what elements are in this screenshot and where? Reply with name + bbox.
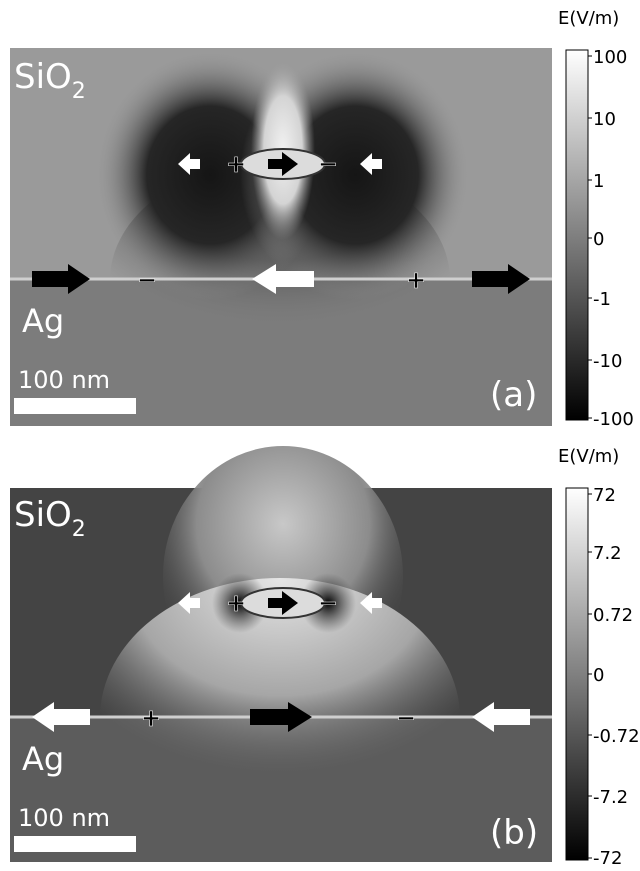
colorbar-tick-label: -10 [593, 351, 622, 372]
charge-minus: − [137, 266, 157, 294]
field-map-b: + − + − SiO2 Ag 100 nm (b) E(V/m) 72 7.2… [10, 446, 640, 869]
colorbar-tick-label: 0.72 [593, 605, 633, 626]
arrow-right-icon [32, 264, 90, 294]
colorbar-tick-label: 10 [593, 109, 616, 130]
colorbar-ticks [588, 493, 592, 859]
colorbar-tick-label: 1 [593, 171, 604, 192]
arrow-left-icon [360, 153, 382, 175]
scale-bar [14, 398, 136, 414]
medium-label-bottom: Ag [22, 740, 64, 778]
colorbar-tick-label: 0 [593, 229, 604, 250]
panel-a: + − − + SiO2 Ag 100 nm (a) E(V/m) 100 10… [0, 0, 640, 435]
colorbar-tick-label: 72 [593, 485, 616, 506]
panel-b: + − + − SiO2 Ag 100 nm (b) E(V/m) 72 7.2… [0, 436, 640, 871]
medium-label-bottom: Ag [22, 302, 64, 340]
arrow-right-icon [268, 152, 298, 176]
scale-bar-label: 100 nm [18, 366, 110, 394]
colorbar-tick-label: -7.2 [593, 787, 628, 808]
medium-label-top: SiO2 [14, 495, 86, 542]
colorbar-tick-label: -72 [593, 848, 622, 869]
colorbar-tick-label: -0.72 [593, 726, 640, 747]
panel-label: (a) [490, 375, 537, 415]
colorbar-tick-label: -100 [593, 409, 634, 430]
medium-label-top: SiO2 [14, 57, 86, 104]
charge-plus: + [226, 150, 246, 178]
colorbar-tick-label: 0 [593, 665, 604, 686]
colorbar-tick-label: 100 [593, 47, 627, 68]
charge-minus: − [318, 589, 338, 617]
arrow-right-icon [250, 702, 312, 732]
arrow-left-icon [178, 153, 200, 175]
arrow-left-icon [360, 592, 382, 614]
arrow-left-icon [178, 592, 200, 614]
scale-bar [14, 836, 136, 852]
arrow-left-icon [472, 702, 530, 732]
colorbar-tick-label: -1 [593, 289, 611, 310]
colorbar [565, 49, 589, 421]
colorbar-title: E(V/m) [558, 446, 619, 467]
panel-label: (b) [490, 813, 538, 853]
arrow-left-icon [32, 702, 90, 732]
charge-plus: + [141, 704, 161, 732]
colorbar-title: E(V/m) [558, 8, 619, 29]
charge-minus: − [318, 150, 338, 178]
arrow-right-icon [268, 591, 298, 615]
colorbar [565, 487, 589, 861]
field-hotspot-right [300, 573, 356, 633]
charge-minus: − [396, 704, 416, 732]
field-map-a: + − − + SiO2 Ag 100 nm (a) E(V/m) 100 10… [10, 8, 634, 430]
scale-bar-label: 100 nm [18, 804, 110, 832]
colorbar-ticks [588, 55, 592, 419]
arrow-right-icon [472, 264, 530, 294]
charge-plus: + [406, 266, 426, 294]
charge-plus: + [226, 589, 246, 617]
arrow-left-icon [252, 264, 314, 294]
colorbar-tick-label: 7.2 [593, 543, 622, 564]
